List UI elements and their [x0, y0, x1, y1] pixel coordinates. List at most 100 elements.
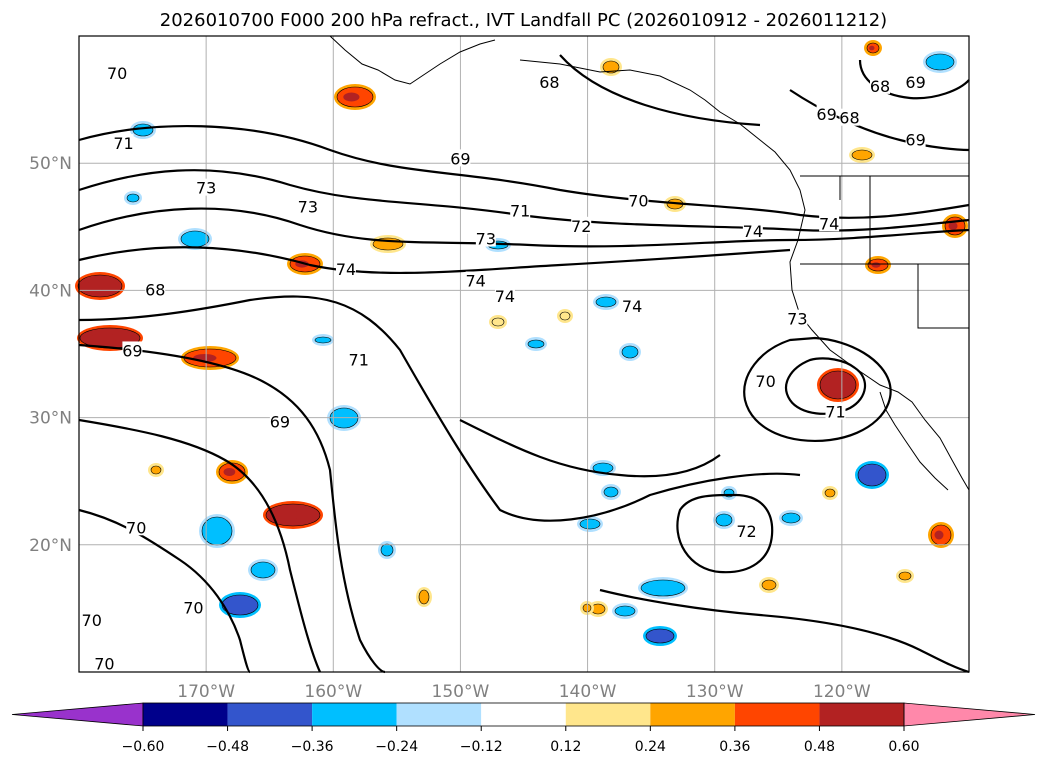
contour-label: 71 — [510, 202, 530, 221]
colorbar-tick-label: −0.24 — [375, 739, 418, 755]
ivt-shade-core — [761, 579, 777, 591]
ivt-shade-core — [857, 463, 887, 487]
coastline-path — [800, 175, 969, 329]
contour-label-bg — [736, 522, 757, 540]
contour-label-bg — [450, 149, 471, 167]
contour-label: 70 — [107, 64, 127, 83]
contour-label-bg — [816, 104, 837, 122]
contour-label: 69 — [450, 149, 470, 168]
contour-label-bg — [539, 73, 560, 91]
colorbar-box — [312, 703, 397, 726]
ivt-shade-peak — [275, 510, 300, 520]
colorbar-box — [481, 703, 566, 726]
colorbar-extend-high — [903, 702, 1036, 727]
contour-label-bg — [510, 201, 531, 219]
contour-label: 71 — [113, 134, 133, 153]
ivt-shade-core — [527, 339, 545, 349]
contour-label-bg — [107, 64, 128, 82]
contour-line — [78, 246, 791, 275]
ivt-shade-core — [781, 512, 801, 524]
contour-label: 72 — [736, 522, 756, 541]
contour-label: 74 — [495, 287, 515, 306]
contour-label: 74 — [336, 260, 356, 279]
contour-label-bg — [183, 598, 204, 616]
contour-label-bg — [336, 260, 356, 278]
ivt-shade-peak — [869, 45, 875, 51]
contour-label: 70 — [94, 654, 114, 673]
contour-label: 69 — [816, 105, 836, 124]
ivt-shade-core — [602, 60, 620, 74]
contour-label: 70 — [628, 191, 648, 210]
contour-line — [459, 419, 721, 478]
contour-label-bg — [196, 178, 217, 196]
contour-label-bg — [297, 197, 318, 215]
colorbar-box — [396, 703, 482, 726]
ivt-shade-core — [898, 571, 912, 581]
contour-label: 71 — [349, 350, 369, 369]
contour-label-bg — [348, 350, 369, 368]
ivt-shade-core — [640, 579, 686, 597]
ivt-shade-core — [824, 488, 836, 498]
ivt-shade-core — [582, 603, 592, 613]
longitude-ticks: 170°W 160°W 150°W 140°W 130°W 120°W — [177, 682, 871, 702]
colorbar-tick-label: −0.48 — [206, 739, 249, 755]
colorbar-tick-label: 0.48 — [804, 739, 835, 755]
graticule — [79, 36, 969, 672]
contour-label: 73 — [196, 179, 216, 198]
contour-label-bg — [628, 191, 649, 209]
ivt-shade-core — [250, 561, 276, 579]
contour-label-bg — [905, 130, 926, 148]
contour-line — [784, 357, 866, 415]
contour-label: 73 — [787, 310, 807, 329]
contour-label-bg — [870, 76, 890, 94]
map-frame — [78, 35, 970, 673]
latitude-tick-label: 40°N — [29, 281, 72, 301]
ivt-shade-peak — [934, 530, 944, 540]
ivt-shade-core — [559, 311, 571, 321]
ivt-shade-core — [491, 317, 505, 327]
contour-line — [559, 54, 761, 127]
colorbar-extend-low — [11, 702, 144, 727]
ivt-shade-peak — [826, 378, 843, 392]
ivt-shade-core — [150, 465, 162, 475]
longitude-tick-label: 120°W — [813, 682, 871, 702]
ivt-shade-peak — [343, 92, 360, 102]
ivt-shade-core — [621, 345, 639, 359]
contour-line — [743, 336, 892, 442]
ivt-shade-core — [579, 518, 601, 530]
ivt-shade-peak — [90, 333, 118, 343]
coastline-path — [879, 391, 949, 491]
contour-label-bg — [145, 280, 166, 298]
ivt-pc-shading — [75, 40, 968, 646]
contour-label-bg — [126, 518, 147, 536]
ivt-shade-peak — [223, 467, 236, 477]
contour-line — [78, 343, 386, 674]
contour-line — [78, 207, 970, 248]
ivt-shade-peak — [871, 262, 881, 268]
colorbar: −0.60 −0.48 −0.36 −0.24 −0.12 0.12 0.24 0.36 0.4… — [11, 702, 1036, 755]
ivt-shade-peak — [948, 221, 958, 231]
contour-label-bg — [825, 402, 846, 420]
contour-label-bg — [94, 654, 115, 672]
colorbar-box — [819, 703, 904, 726]
longitude-tick-label: 150°W — [432, 682, 490, 702]
ivt-shade-core — [314, 336, 332, 344]
contour-label-bg — [494, 286, 515, 304]
contour-label: 69 — [122, 341, 142, 360]
ivt-shade-peak — [85, 281, 106, 291]
colorbar-tick-label: 0.12 — [550, 739, 581, 755]
colorbar-box — [565, 703, 651, 726]
contour-label-bg — [269, 412, 290, 430]
contour-label-bg — [122, 341, 143, 359]
ivt-shade-core — [126, 193, 140, 203]
contour-label: 68 — [145, 280, 165, 299]
coastline-path — [839, 176, 871, 264]
contour-label: 69 — [270, 413, 290, 432]
ivt-shade-core — [380, 543, 394, 557]
ivt-shade-core — [925, 53, 955, 71]
contour-label: 73 — [476, 230, 496, 249]
ivt-shade-core — [715, 513, 733, 527]
contour-label: 74 — [622, 297, 642, 316]
